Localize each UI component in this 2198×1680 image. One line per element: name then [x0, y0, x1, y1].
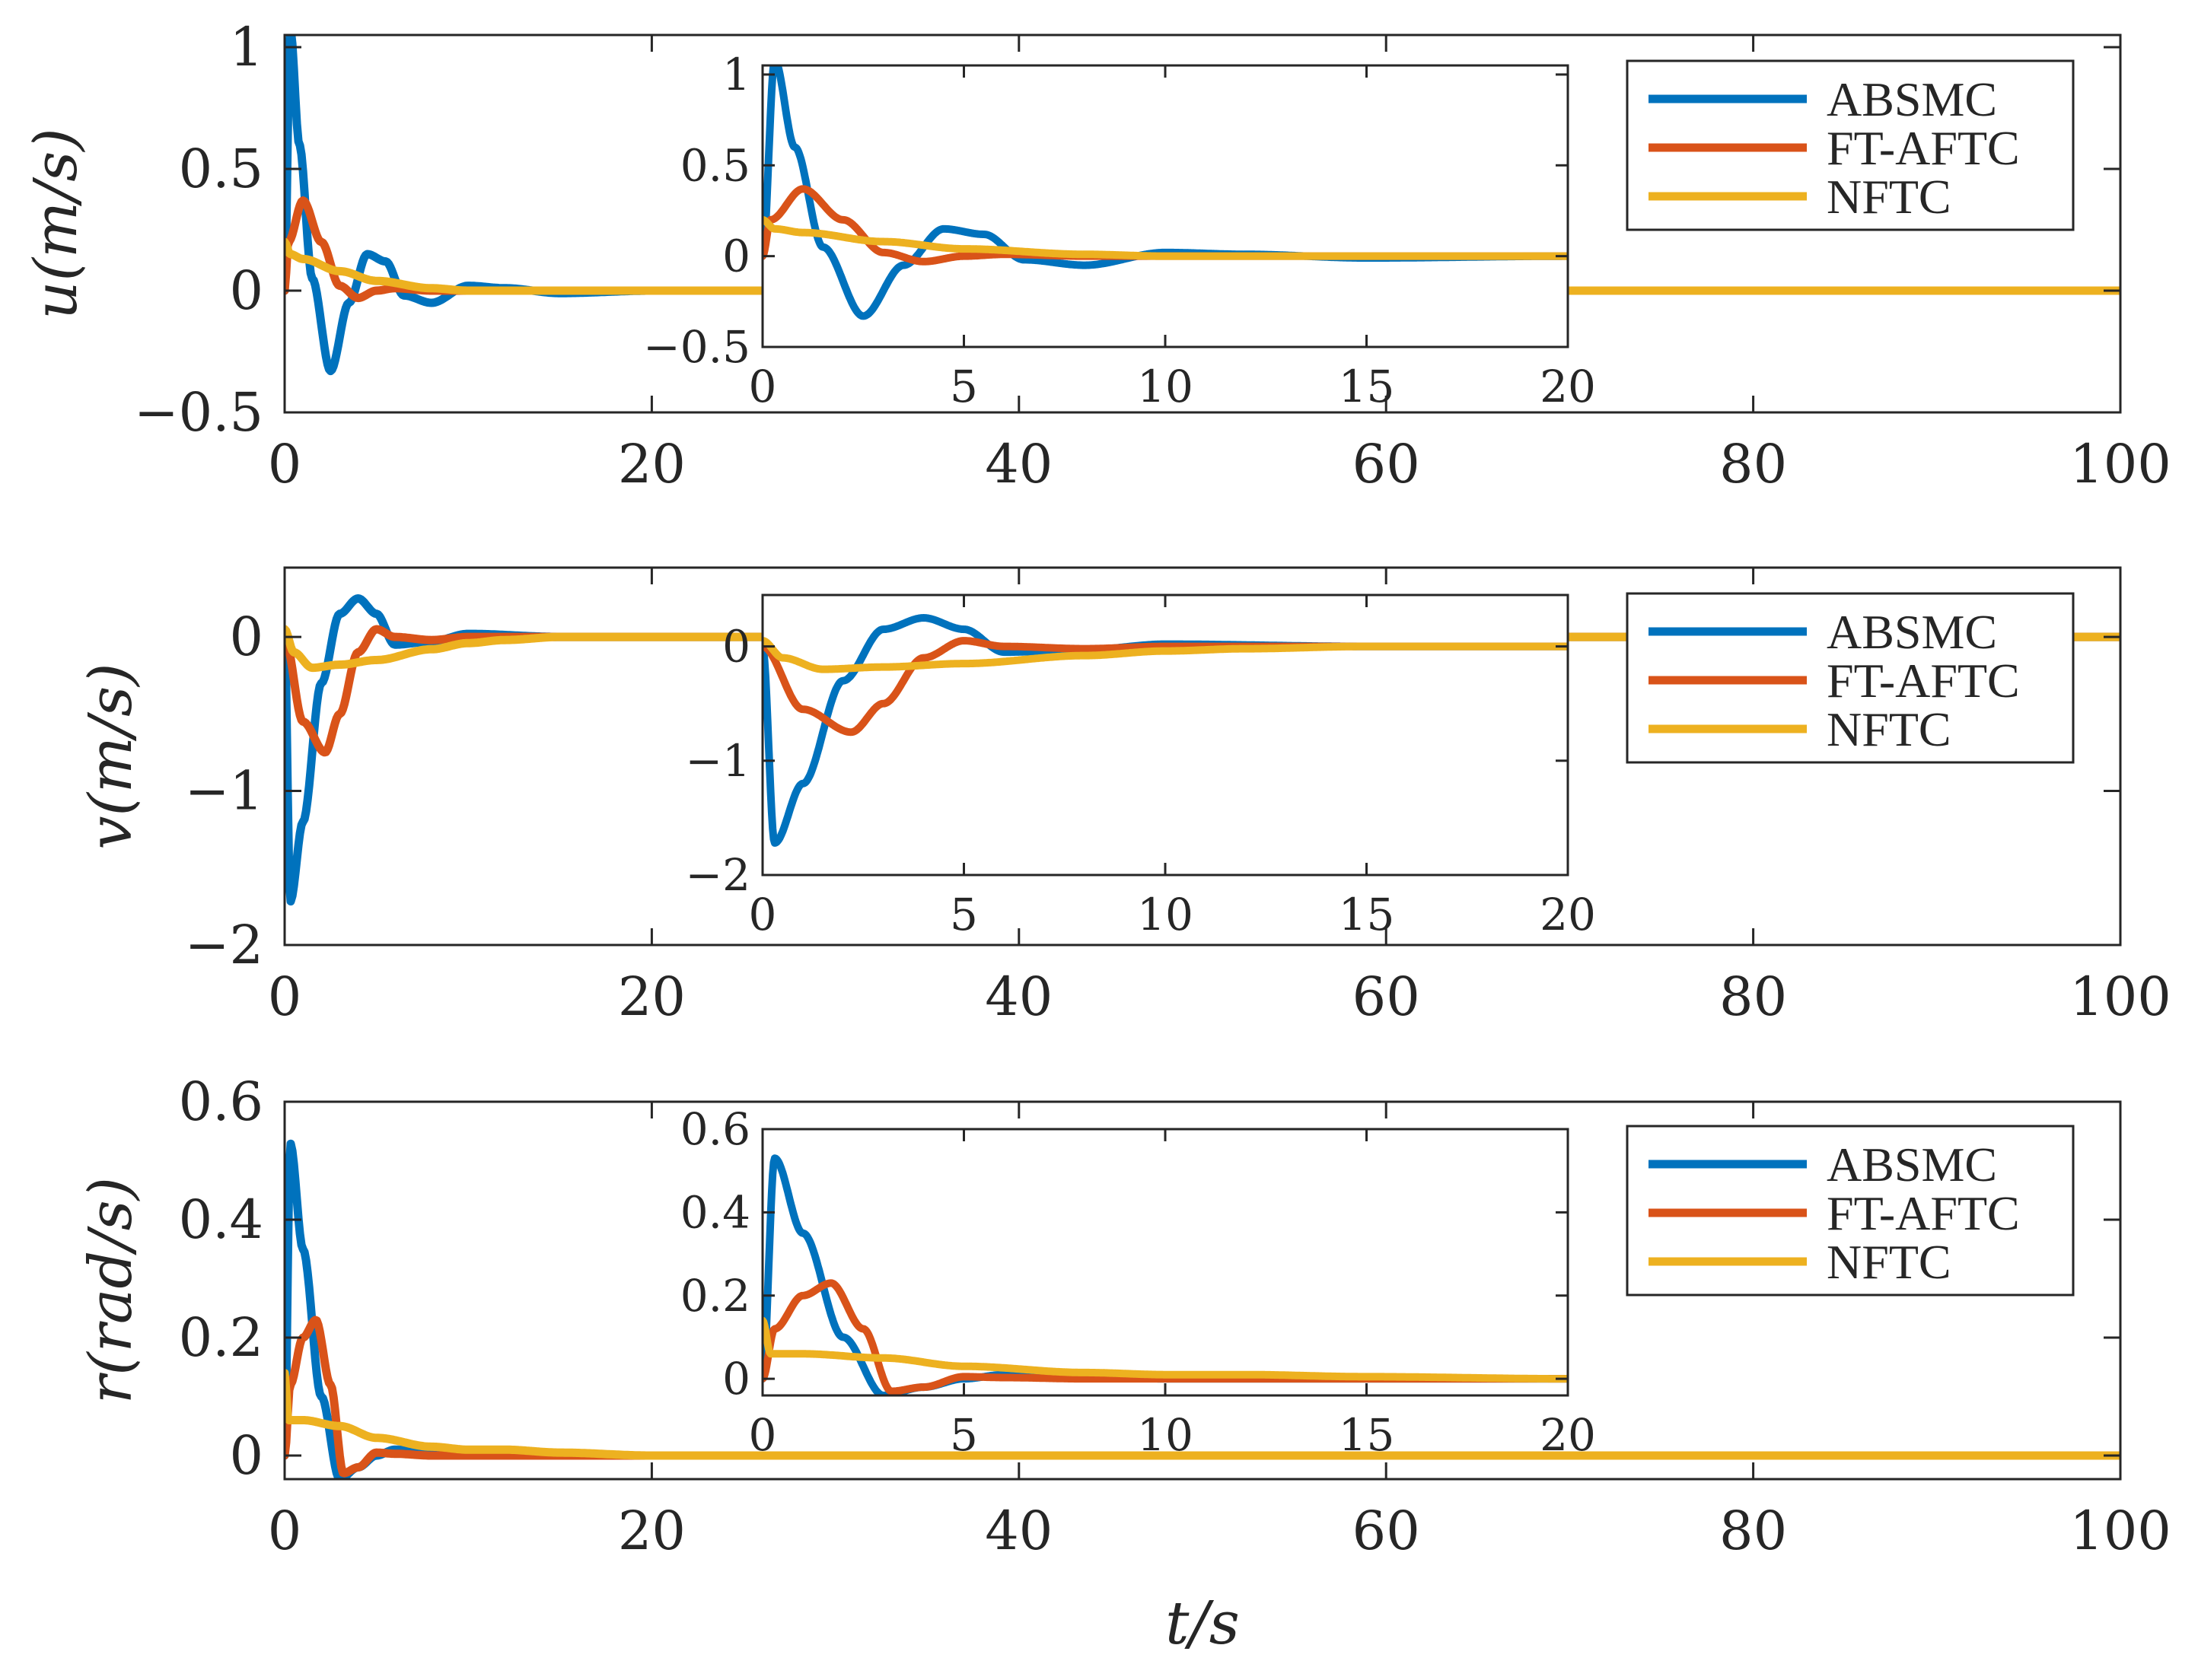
- inset-y-tick-label: 0: [722, 1353, 750, 1405]
- x-tick-label: 80: [1719, 433, 1787, 495]
- y-tick-label: 0.5: [179, 138, 263, 200]
- inset-x-tick-label: 20: [1540, 361, 1596, 412]
- inset-x-tick-label: 10: [1137, 361, 1193, 412]
- inset-x-tick-label: 20: [1540, 1409, 1596, 1461]
- inset-series-line-NFTC: [763, 215, 1568, 260]
- y-tick-label: 0: [229, 259, 263, 322]
- legend-label: FT-AFTC: [1827, 121, 2020, 175]
- x-tick-label: 60: [1352, 1500, 1420, 1562]
- inset-x-tick-label: 10: [1137, 1409, 1193, 1461]
- legend-label: NFTC: [1827, 1235, 1951, 1289]
- inset-x-tick-label: 0: [749, 1409, 777, 1461]
- inset: 0 5 10 15 20 −2 −1 0: [686, 593, 1596, 940]
- inset-y-tick-label: 0.2: [680, 1270, 750, 1322]
- inset: 0 5 10 15 20−0.500.51: [643, 49, 1596, 412]
- inset-x-tick-label: 15: [1339, 361, 1395, 412]
- inset-y-tick-label: 0: [722, 231, 750, 282]
- x-tick-label: 0: [268, 966, 302, 1028]
- y-tick-label: 0: [229, 606, 263, 668]
- panel-2: 0 20 40 60 80 100 −2 −1 0 v(m/s) 0 5 10 15 20 −2 −1 0 ABSM…: [77, 566, 2171, 1028]
- x-tick-label: 40: [985, 433, 1053, 495]
- panel-1: 0 20 40 60 80 100−0.500.51u(m/s)0 5 10 15 20−0.50…: [22, 16, 2171, 495]
- x-tick-label: 100: [2069, 433, 2171, 495]
- inset-x-tick-label: 5: [950, 361, 978, 412]
- axes-box: [283, 33, 2122, 414]
- inset-x-tick-label: 15: [1339, 1409, 1395, 1461]
- y-tick-label: −1: [185, 760, 263, 822]
- series-line-NFTC: [285, 1369, 2120, 1460]
- legend-label: NFTC: [1827, 702, 1951, 756]
- inset-x-tick-label: 15: [1339, 889, 1395, 940]
- y-tick-label: 0.6: [179, 1071, 263, 1133]
- x-tick-label: 40: [985, 1500, 1053, 1562]
- x-tick-label: 20: [618, 433, 686, 495]
- legend-label: ABSMC: [1827, 72, 1997, 126]
- axes-box: [283, 566, 2122, 947]
- inset-x-tick-label: 5: [950, 1409, 978, 1461]
- inset-y-tick-label: 0.6: [680, 1103, 750, 1155]
- x-tick-label: 100: [2069, 1500, 2171, 1562]
- x-tick-label: 0: [268, 433, 302, 495]
- inset-series-group: [763, 614, 1568, 847]
- legend-label: FT-AFTC: [1827, 1186, 2020, 1240]
- inset: 0 5 10 15 20 0 0.2 0.4 0.6: [680, 1103, 1596, 1461]
- y-axis-label: u(m/s): [22, 128, 91, 319]
- inset-x-tick-label: 0: [749, 361, 777, 412]
- x-tick-label: 80: [1719, 966, 1787, 1028]
- legend-label: ABSMC: [1827, 1138, 1997, 1192]
- main-series-group: [285, 1139, 2120, 1479]
- inset-x-tick-label: 0: [749, 889, 777, 940]
- x-tick-label: 60: [1352, 433, 1420, 495]
- inset-y-tick-label: 0: [722, 621, 750, 673]
- legend-label: ABSMC: [1827, 605, 1997, 659]
- inset-background: [763, 595, 1568, 875]
- panel-3: 0 20 40 60 80 100 0 0.2 0.4 0.6 r(rad/s) t/s 0 5 10 15 2…: [77, 1071, 2171, 1658]
- y-tick-label: 0: [229, 1424, 263, 1487]
- y-axis-label: v(m/s): [77, 663, 145, 849]
- inset-series-group: [763, 65, 1568, 320]
- x-tick-label: 60: [1352, 966, 1420, 1028]
- inset-y-tick-label: −0.5: [643, 321, 750, 373]
- inset-x-tick-label: 10: [1137, 889, 1193, 940]
- y-axis-label: r(rad/s): [77, 1177, 145, 1404]
- inset-y-tick-label: 0.4: [680, 1186, 750, 1238]
- inset-x-tick-label: 5: [950, 889, 978, 940]
- y-tick-label: 1: [229, 16, 263, 78]
- inset-y-tick-label: −1: [686, 735, 751, 787]
- inset-series-line-NFTC: [763, 637, 1568, 673]
- y-tick-label: −2: [185, 914, 263, 976]
- panels: 0 20 40 60 80 100−0.500.51u(m/s)0 5 10 15 20−0.50…: [22, 16, 2171, 1658]
- x-tick-label: 20: [618, 966, 686, 1028]
- inset-y-tick-label: 0.5: [680, 139, 750, 191]
- inset-y-tick-label: 1: [722, 49, 750, 100]
- legend-label: NFTC: [1827, 170, 1951, 224]
- inset-y-tick-label: −2: [686, 849, 751, 901]
- inset-x-tick-label: 20: [1540, 889, 1596, 940]
- x-tick-label: 20: [618, 1500, 686, 1562]
- y-tick-label: 0.2: [179, 1306, 263, 1369]
- x-axis-label: t/s: [1165, 1589, 1240, 1658]
- inset-series-line-NFTC: [763, 1316, 1568, 1383]
- y-tick-label: 0.4: [179, 1188, 263, 1251]
- axes-box: [283, 1100, 2122, 1481]
- legend-label: FT-AFTC: [1827, 654, 2020, 708]
- inset-series-group: [763, 1154, 1568, 1395]
- y-tick-label: −0.5: [134, 381, 263, 444]
- x-tick-label: 0: [268, 1500, 302, 1562]
- inset-background: [763, 1129, 1568, 1395]
- inset-background: [763, 65, 1568, 347]
- x-tick-label: 40: [985, 966, 1053, 1028]
- x-tick-label: 100: [2069, 966, 2171, 1028]
- x-tick-label: 80: [1719, 1500, 1787, 1562]
